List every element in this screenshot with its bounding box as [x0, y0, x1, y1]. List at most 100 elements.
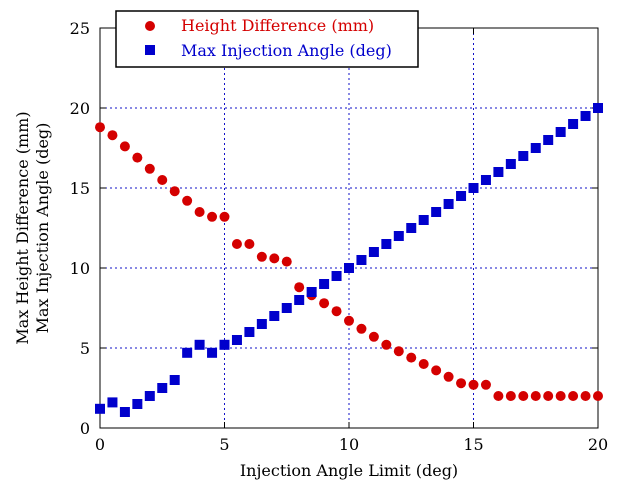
legend-label-height-difference: Height Difference (mm): [181, 16, 374, 35]
point-max-injection-angle: [244, 327, 255, 337]
point-height-difference: [431, 365, 442, 376]
point-max-injection-angle: [107, 397, 118, 408]
point-height-difference: [368, 331, 379, 342]
point-max-injection-angle: [95, 403, 105, 414]
point-height-difference: [294, 282, 305, 293]
point-height-difference: [580, 391, 591, 401]
point-max-injection-angle: [157, 383, 168, 393]
y-tick-label: 15: [70, 179, 90, 198]
point-max-injection-angle: [505, 159, 516, 169]
point-max-injection-angle: [269, 311, 280, 321]
point-max-injection-angle: [281, 303, 292, 313]
point-height-difference: [468, 379, 479, 390]
y-tick-label: 5: [80, 339, 90, 358]
point-max-injection-angle: [431, 207, 442, 217]
point-max-injection-angle: [493, 167, 504, 177]
point-max-injection-angle: [344, 263, 354, 273]
point-height-difference: [256, 251, 267, 262]
data-marks: [95, 103, 603, 417]
legend-marker-height-difference: [145, 21, 155, 31]
legend-box: [115, 10, 419, 68]
point-height-difference: [169, 186, 180, 197]
point-max-injection-angle: [543, 135, 554, 145]
point-height-difference: [518, 391, 529, 401]
point-height-difference: [119, 141, 130, 152]
x-axis-label: Injection Angle Limit (deg): [240, 461, 458, 480]
point-max-injection-angle: [368, 247, 379, 257]
point-max-injection-angle: [256, 319, 267, 329]
y-tick-label: 20: [70, 99, 90, 118]
point-max-injection-angle: [194, 339, 205, 350]
point-max-injection-angle: [182, 347, 193, 358]
point-max-injection-angle: [219, 339, 230, 350]
x-tick-label: 0: [95, 435, 105, 454]
point-height-difference: [182, 195, 193, 206]
point-height-difference: [480, 379, 491, 390]
point-height-difference: [555, 391, 566, 401]
point-max-injection-angle: [381, 239, 392, 249]
point-max-injection-angle: [530, 143, 541, 153]
point-height-difference: [568, 391, 579, 401]
point-max-injection-angle: [418, 215, 429, 225]
point-max-injection-angle: [207, 347, 218, 358]
point-height-difference: [331, 306, 342, 317]
x-tick-label: 20: [588, 435, 608, 454]
point-height-difference: [95, 122, 105, 133]
x-tick-label: 15: [463, 435, 483, 454]
point-max-injection-angle: [231, 335, 242, 345]
point-height-difference: [505, 391, 516, 401]
point-max-injection-angle: [518, 151, 529, 161]
point-height-difference: [269, 253, 280, 264]
point-height-difference: [319, 298, 330, 309]
point-max-injection-angle: [119, 407, 130, 417]
legend: Height Difference (mm) Max Injection Ang…: [115, 10, 419, 68]
point-height-difference: [530, 391, 541, 401]
x-tick-label: 10: [339, 435, 359, 454]
point-height-difference: [244, 239, 255, 249]
point-height-difference: [281, 256, 292, 267]
y-tick-label: 25: [70, 19, 90, 38]
point-max-injection-angle: [331, 271, 342, 281]
point-max-injection-angle: [393, 231, 404, 241]
point-max-injection-angle: [406, 223, 417, 233]
point-max-injection-angle: [456, 191, 467, 201]
point-height-difference: [144, 163, 155, 174]
point-max-injection-angle: [294, 295, 305, 305]
point-height-difference: [219, 211, 230, 222]
grid: [100, 28, 598, 428]
point-height-difference: [132, 152, 143, 163]
point-height-difference: [194, 207, 205, 217]
point-height-difference: [418, 359, 429, 369]
legend-marker-max-injection-angle: [145, 45, 155, 55]
x-tick-label: 5: [219, 435, 229, 454]
point-max-injection-angle: [443, 199, 454, 209]
point-max-injection-angle: [132, 399, 143, 409]
point-height-difference: [381, 339, 392, 350]
point-max-injection-angle: [480, 175, 491, 185]
point-max-injection-angle: [169, 375, 180, 385]
point-height-difference: [493, 391, 504, 401]
point-height-difference: [543, 391, 554, 401]
point-max-injection-angle: [468, 183, 479, 193]
point-max-injection-angle: [568, 119, 579, 129]
point-max-injection-angle: [319, 279, 330, 289]
y-tick-label: 0: [80, 419, 90, 438]
axis-ticks: 0 5 10 15 20 0 5 10 15 20 25: [70, 19, 609, 454]
point-height-difference: [231, 239, 242, 249]
point-height-difference: [406, 352, 417, 363]
legend-label-max-injection-angle: Max Injection Angle (deg): [181, 41, 392, 60]
point-height-difference: [207, 211, 218, 222]
y-axis-label-line-1: Max Height Difference (mm): [13, 111, 32, 344]
point-max-injection-angle: [144, 391, 155, 401]
point-max-injection-angle: [356, 255, 367, 265]
y-axis-label-line-2: Max Injection Angle (deg): [33, 123, 52, 334]
point-height-difference: [443, 371, 454, 382]
point-height-difference: [344, 315, 354, 326]
point-height-difference: [107, 130, 118, 141]
point-height-difference: [393, 346, 404, 357]
point-height-difference: [456, 378, 467, 389]
point-max-injection-angle: [593, 103, 603, 113]
point-height-difference: [157, 175, 168, 185]
point-max-injection-angle: [555, 127, 566, 137]
